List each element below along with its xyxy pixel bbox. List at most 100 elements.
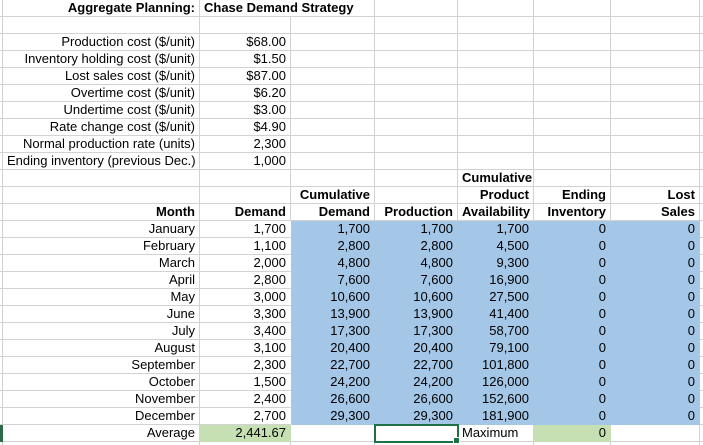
month-cell[interactable]: August <box>3 340 200 357</box>
header-production[interactable]: Production <box>375 204 458 221</box>
empty-cell[interactable] <box>291 119 375 136</box>
selected-cell[interactable] <box>375 425 458 442</box>
production-cell[interactable]: 1,700 <box>375 221 458 238</box>
parameter-value-cell[interactable]: 2,300 <box>200 136 291 153</box>
cum-demand-cell[interactable]: 29,300 <box>291 408 375 425</box>
empty-cell[interactable] <box>458 136 534 153</box>
availability-cell[interactable]: 126,000 <box>458 374 534 391</box>
parameter-value-cell[interactable]: $87.00 <box>200 68 291 85</box>
empty-cell[interactable] <box>534 85 611 102</box>
parameter-value-cell[interactable]: 1,000 <box>200 153 291 170</box>
empty-cell[interactable] <box>611 34 700 51</box>
production-cell[interactable]: 17,300 <box>375 323 458 340</box>
ending-inventory-cell[interactable]: 0 <box>534 272 611 289</box>
empty-cell[interactable] <box>611 102 700 119</box>
month-cell[interactable]: May <box>3 289 200 306</box>
header-month[interactable]: Month <box>3 204 200 221</box>
average-label-cell[interactable]: Average <box>3 425 200 442</box>
availability-cell[interactable]: 101,800 <box>458 357 534 374</box>
empty-cell[interactable] <box>375 153 458 170</box>
header-availability-3[interactable]: Availability <box>458 204 534 221</box>
ending-inventory-cell[interactable]: 0 <box>534 357 611 374</box>
availability-cell[interactable]: 58,700 <box>458 323 534 340</box>
ending-inventory-cell[interactable]: 0 <box>534 408 611 425</box>
lost-sales-cell[interactable]: 0 <box>611 272 700 289</box>
empty-cell[interactable] <box>458 17 534 34</box>
lost-sales-cell[interactable]: 0 <box>611 374 700 391</box>
lost-sales-cell[interactable]: 0 <box>611 255 700 272</box>
cum-demand-cell[interactable]: 7,600 <box>291 272 375 289</box>
header-demand[interactable]: Demand <box>200 204 291 221</box>
maximum-label-cell[interactable]: Maximum <box>458 425 534 442</box>
empty-cell[interactable] <box>375 34 458 51</box>
demand-cell[interactable]: 1,100 <box>200 238 291 255</box>
empty-cell[interactable] <box>458 68 534 85</box>
empty-cell[interactable] <box>291 102 375 119</box>
empty-cell[interactable] <box>200 17 291 34</box>
availability-cell[interactable]: 1,700 <box>458 221 534 238</box>
empty-cell[interactable] <box>458 119 534 136</box>
cum-demand-cell[interactable]: 24,200 <box>291 374 375 391</box>
empty-cell[interactable] <box>458 0 534 17</box>
demand-cell[interactable]: 2,400 <box>200 391 291 408</box>
empty-cell[interactable] <box>291 34 375 51</box>
empty-cell[interactable] <box>291 85 375 102</box>
production-cell[interactable]: 13,900 <box>375 306 458 323</box>
production-cell[interactable]: 7,600 <box>375 272 458 289</box>
ending-inventory-cell[interactable]: 0 <box>534 238 611 255</box>
empty-cell[interactable] <box>534 0 611 17</box>
empty-cell[interactable] <box>611 85 700 102</box>
empty-cell[interactable] <box>375 136 458 153</box>
lost-sales-cell[interactable]: 0 <box>611 289 700 306</box>
header-cum-demand-1[interactable]: Cumulative <box>291 187 375 204</box>
lost-sales-cell[interactable]: 0 <box>611 357 700 374</box>
parameter-label-cell[interactable]: Production cost ($/unit) <box>3 34 200 51</box>
cum-demand-cell[interactable]: 1,700 <box>291 221 375 238</box>
parameter-value-cell[interactable]: $3.00 <box>200 102 291 119</box>
ending-inventory-cell[interactable]: 0 <box>534 374 611 391</box>
production-cell[interactable]: 2,800 <box>375 238 458 255</box>
empty-cell[interactable] <box>611 119 700 136</box>
production-cell[interactable]: 24,200 <box>375 374 458 391</box>
availability-cell[interactable]: 9,300 <box>458 255 534 272</box>
parameter-value-cell[interactable]: $68.00 <box>200 34 291 51</box>
availability-cell[interactable]: 181,900 <box>458 408 534 425</box>
cum-demand-cell[interactable]: 26,600 <box>291 391 375 408</box>
header-lost-2[interactable]: Sales <box>611 204 700 221</box>
lost-sales-cell[interactable]: 0 <box>611 408 700 425</box>
cum-demand-cell[interactable]: 10,600 <box>291 289 375 306</box>
empty-cell[interactable] <box>534 136 611 153</box>
ending-inventory-cell[interactable]: 0 <box>534 289 611 306</box>
empty-cell[interactable] <box>291 153 375 170</box>
month-cell[interactable]: October <box>3 374 200 391</box>
production-cell[interactable]: 29,300 <box>375 408 458 425</box>
empty-cell[interactable] <box>611 153 700 170</box>
parameter-value-cell[interactable]: $6.20 <box>200 85 291 102</box>
ending-inventory-cell[interactable]: 0 <box>534 306 611 323</box>
empty-cell[interactable] <box>611 51 700 68</box>
empty-cell[interactable] <box>534 34 611 51</box>
cum-demand-cell[interactable]: 13,900 <box>291 306 375 323</box>
maximum-value-cell[interactable]: 0 <box>534 425 611 442</box>
empty-cell[interactable] <box>291 136 375 153</box>
empty-cell[interactable] <box>3 170 200 187</box>
empty-cell[interactable] <box>291 17 375 34</box>
production-cell[interactable]: 4,800 <box>375 255 458 272</box>
production-cell[interactable]: 26,600 <box>375 391 458 408</box>
header-ending-2[interactable]: Inventory <box>534 204 611 221</box>
empty-cell[interactable] <box>458 102 534 119</box>
header-ending-1[interactable]: Ending <box>534 187 611 204</box>
demand-cell[interactable]: 2,800 <box>200 272 291 289</box>
month-cell[interactable]: February <box>3 238 200 255</box>
cum-demand-cell[interactable]: 20,400 <box>291 340 375 357</box>
availability-cell[interactable]: 79,100 <box>458 340 534 357</box>
empty-cell[interactable] <box>291 68 375 85</box>
empty-cell[interactable] <box>611 0 700 17</box>
cum-demand-cell[interactable]: 22,700 <box>291 357 375 374</box>
empty-cell[interactable] <box>458 51 534 68</box>
header-availability-2[interactable]: Product <box>458 187 534 204</box>
empty-cell[interactable] <box>375 85 458 102</box>
ending-inventory-cell[interactable]: 0 <box>534 340 611 357</box>
parameter-label-cell[interactable]: Rate change cost ($/unit) <box>3 119 200 136</box>
month-cell[interactable]: March <box>3 255 200 272</box>
